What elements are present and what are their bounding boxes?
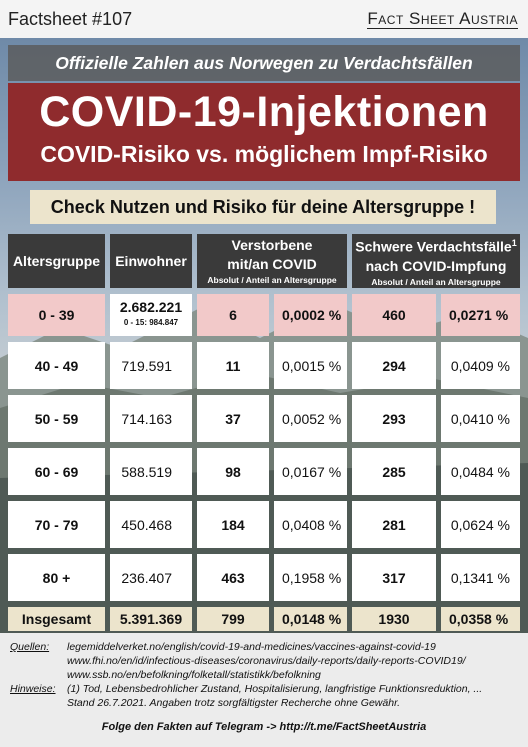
population-value: 2.682.221 xyxy=(119,299,183,315)
table-row-severe: 285 xyxy=(352,448,436,495)
source-link[interactable]: legemiddelverket.no/english/covid-19-and… xyxy=(67,641,436,653)
footnote-marker: 1 xyxy=(511,238,517,249)
table-row-severe-pct: 0,0484 % xyxy=(441,448,520,495)
brand-logo: Fact Sheet Austria xyxy=(367,9,518,29)
table-row-severe-pct: 0,1341 % xyxy=(441,554,520,601)
table-row-population: 588.519 xyxy=(110,448,192,495)
total-deaths: 799 xyxy=(197,607,269,631)
table-row-deaths: 463 xyxy=(197,554,269,601)
call-to-action: Check Nutzen und Risiko für deine Alters… xyxy=(30,190,496,224)
source-link[interactable]: www.fhi.no/en/id/infectious-diseases/cor… xyxy=(67,655,466,667)
header-severe-line2: nach COVID-Impfung xyxy=(365,257,507,274)
table-row-population: 719.591 xyxy=(110,342,192,389)
banner-top-prefix: Offizielle Zahlen aus xyxy=(55,52,225,73)
header-severe: Schwere Verdachtsfälle1 nach COVID-Impfu… xyxy=(352,234,520,288)
title-box: COVID-19-Injektionen COVID-Risiko vs. mö… xyxy=(8,83,520,181)
banner-top-suffix: zu Verdachtsfällen xyxy=(318,52,473,73)
table-row-age: 40 - 49 xyxy=(8,342,105,389)
header-deaths-line2: mit/an COVID xyxy=(227,256,317,272)
table-row-deaths: 11 xyxy=(197,342,269,389)
header-deaths-line1: Verstorbene xyxy=(231,237,313,253)
header-age-label: Altersgruppe xyxy=(12,252,101,269)
table-row-age: 80 + xyxy=(8,554,105,601)
hint-text: Stand 26.7.2021. Angaben trotz sorgfälti… xyxy=(67,697,401,709)
table-row-severe-pct: 0,0271 % xyxy=(441,294,520,336)
top-bar: Factsheet #107 Fact Sheet Austria xyxy=(0,0,528,38)
table-row-severe-pct: 0,0409 % xyxy=(441,342,520,389)
factsheet-id: Factsheet #107 xyxy=(8,9,133,29)
table-row-deaths-pct: 0,0015 % xyxy=(274,342,347,389)
table-row-severe-pct: 0,0624 % xyxy=(441,501,520,548)
table-row-severe: 460 xyxy=(352,294,436,336)
table-row-age: 50 - 59 xyxy=(8,395,105,442)
table-row-deaths: 6 xyxy=(197,294,269,336)
hints-label: Hinweise: xyxy=(10,683,56,695)
telegram-link[interactable]: Folge den Fakten auf Telegram -> http://… xyxy=(101,721,427,733)
header-deaths: Verstorbene mit/an COVID Absolut / Antei… xyxy=(197,234,347,288)
header-age: Altersgruppe xyxy=(8,234,105,288)
table-row-severe: 317 xyxy=(352,554,436,601)
table-row-population: 2.682.221 0 - 15: 984.847 xyxy=(110,294,192,336)
table-row-severe: 293 xyxy=(352,395,436,442)
total-severe: 1930 xyxy=(352,607,436,631)
header-deaths-sub: Absolut / Anteil an Altersgruppe xyxy=(207,275,337,285)
sources-label: Quellen: xyxy=(10,641,50,653)
hint-text: (1) Tod, Lebensbedrohlicher Zustand, Hos… xyxy=(67,683,483,695)
total-age: Insgesamt xyxy=(8,607,105,631)
source-link[interactable]: www.ssb.no/en/befolkning/folketall/stati… xyxy=(67,669,321,681)
table-row-age: 0 - 39 xyxy=(8,294,105,336)
header-severe-line1: Schwere Verdachtsfälle xyxy=(355,238,512,255)
table-row-deaths: 184 xyxy=(197,501,269,548)
table-row-population: 714.163 xyxy=(110,395,192,442)
table-row-deaths-pct: 0,0167 % xyxy=(274,448,347,495)
table-row-severe-pct: 0,0410 % xyxy=(441,395,520,442)
total-severe-pct: 0,0358 % xyxy=(441,607,520,631)
table-row-deaths-pct: 0,0052 % xyxy=(274,395,347,442)
header-population-label: Einwohner xyxy=(115,252,187,269)
footer: Quellen: legemiddelverket.no/english/cov… xyxy=(0,633,528,747)
table-row-age: 70 - 79 xyxy=(8,501,105,548)
population-note: 0 - 15: 984.847 xyxy=(123,318,179,327)
banner-top-highlight: Norwegen xyxy=(229,52,314,73)
table-row-age: 60 - 69 xyxy=(8,448,105,495)
table-row-deaths-pct: 0,1958 % xyxy=(274,554,347,601)
table-row-population: 236.407 xyxy=(110,554,192,601)
total-population: 5.391.369 xyxy=(110,607,192,631)
page-subtitle: COVID-Risiko vs. möglichem Impf-Risiko xyxy=(40,141,488,167)
table-row-severe: 281 xyxy=(352,501,436,548)
table-row-deaths: 37 xyxy=(197,395,269,442)
header-severe-sub: Absolut / Anteil an Altersgruppe xyxy=(371,276,501,287)
table-row-deaths: 98 xyxy=(197,448,269,495)
total-deaths-pct: 0,0148 % xyxy=(274,607,347,631)
table-row-deaths-pct: 0,0002 % xyxy=(274,294,347,336)
table-row-deaths-pct: 0,0408 % xyxy=(274,501,347,548)
page-title: COVID-19-Injektionen xyxy=(39,88,489,136)
table-row-severe: 294 xyxy=(352,342,436,389)
header-population: Einwohner xyxy=(110,234,192,288)
banner-top-line: Offizielle Zahlen aus Norwegen zu Verdac… xyxy=(8,45,520,81)
table-row-population: 450.468 xyxy=(110,501,192,548)
